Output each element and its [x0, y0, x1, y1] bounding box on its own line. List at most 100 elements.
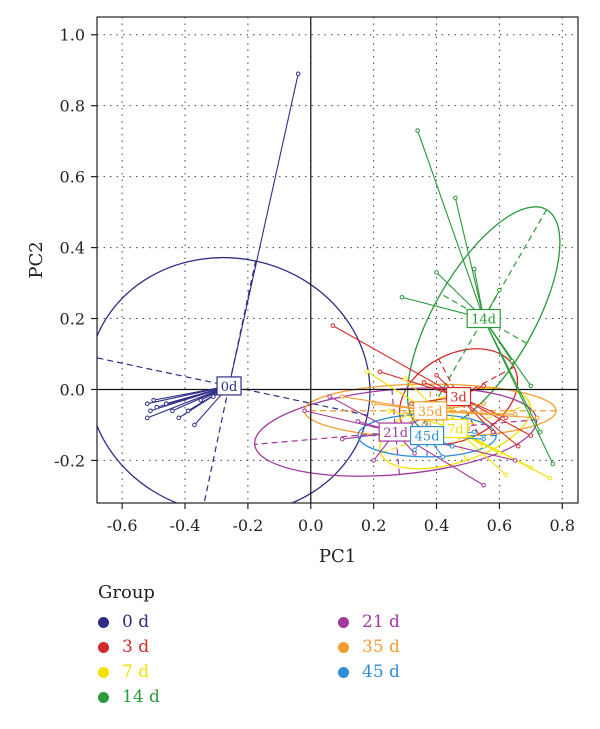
svg-text:35d: 35d: [418, 405, 443, 420]
group-label-layer: 0d 3d 7d 14d 21d 35d 45d: [216, 308, 501, 446]
ray-35d-6: [430, 410, 538, 419]
point-0d-11: [151, 397, 156, 403]
axis-line-layer: [97, 17, 578, 503]
point-21d-2: [339, 436, 345, 442]
point-45d-2: [449, 443, 455, 449]
minor-axis-14d: [440, 293, 527, 344]
point-0d-2: [148, 408, 153, 414]
svg-text:3d: 3d: [450, 391, 467, 406]
point-45d-6: [412, 447, 417, 453]
point-7d-6: [503, 472, 508, 477]
legend: Group 0 d 3 d 7 d 14 d 21 d 35 d 45 d: [98, 582, 518, 722]
group-label-7d: 7d: [442, 418, 468, 439]
pca-biplot-chart: 0d 3d 7d 14d 21d 35d 45d -0.6 -0.4 -0.2 0.0 0.2 0.4…: [26, 16, 579, 567]
legend-label-0d: 0 d: [122, 612, 150, 632]
legend-item-21d: 21 d: [338, 612, 400, 632]
legend-label-45d: 45 d: [362, 662, 400, 682]
point-3d-9: [434, 372, 439, 378]
x-tick-label-6: 0.6: [487, 516, 512, 535]
group-label-3d: 3d: [445, 386, 472, 407]
point-35d-4: [481, 401, 486, 406]
legend-item-3d: 3 d: [98, 637, 149, 657]
svg-text:21d: 21d: [383, 426, 408, 441]
ray-14d-0: [417, 130, 485, 319]
legend-label-21d: 21 d: [362, 612, 400, 632]
point-45d-7: [440, 454, 446, 460]
point-14d-2: [399, 294, 405, 300]
point-0d-8: [192, 422, 197, 428]
point-3d-5: [515, 443, 521, 449]
x-tick-label-7: 0.8: [550, 516, 575, 535]
legend-marker-7d: [98, 666, 109, 678]
svg-text:45d: 45d: [415, 430, 440, 445]
major-axis-7d: [380, 403, 531, 454]
point-0d-12: [211, 394, 216, 399]
point-14d-9: [497, 287, 502, 293]
point-21d-1: [302, 408, 307, 414]
ray-layer: [145, 71, 556, 488]
legend-marker-0d: [98, 616, 109, 628]
point-0d-3: [154, 404, 160, 410]
point-14d-8: [471, 266, 477, 272]
ray-0d-0: [228, 73, 299, 387]
y-tick-label-3: 0.4: [60, 239, 85, 258]
y-tick-label-4: 0.6: [60, 168, 85, 187]
legend-item-14d: 14 d: [98, 687, 160, 707]
point-0d-7: [185, 408, 191, 414]
x-axis-title: PC1: [319, 546, 356, 567]
point-3d-2: [421, 380, 427, 385]
legend-label-35d: 35 d: [362, 637, 400, 657]
y-axis-title: PC2: [26, 241, 47, 278]
legend-item-45d: 45 d: [338, 662, 400, 682]
point-14d-7: [509, 358, 515, 364]
legend-marker-14d: [98, 691, 109, 703]
tick-layer: -0.6 -0.4 -0.2 0.0 0.2 0.4 0.6 0.8 -0.2 0.0 0.2 0.4…: [54, 26, 575, 535]
point-0d-0: [295, 71, 301, 77]
point-3d-8: [409, 401, 414, 406]
x-tick-label-3: 0.0: [298, 516, 323, 535]
point-3d-0: [330, 323, 336, 328]
point-14d-3: [434, 270, 439, 275]
legend-item-0d: 0 d: [98, 612, 149, 632]
legend-item-7d: 7 d: [98, 662, 149, 682]
x-tick-label-0: -0.6: [107, 516, 138, 535]
legend-marker-35d: [338, 641, 349, 653]
x-tick-label-1: -0.4: [170, 516, 201, 535]
y-tick-label-0: -0.2: [54, 451, 85, 470]
point-14d-6: [550, 461, 556, 467]
point-35d-0: [339, 394, 345, 399]
point-21d-6: [481, 482, 486, 488]
legend-title: Group: [98, 582, 155, 603]
y-tick-label-5: 0.8: [60, 97, 85, 116]
point-35d-2: [402, 412, 408, 417]
ray-7d-5: [455, 428, 550, 479]
ray-14d-1: [454, 197, 485, 319]
point-7d-1: [402, 376, 408, 382]
svg-text:14d: 14d: [471, 313, 496, 328]
point-14d-4: [528, 383, 534, 389]
group-label-14d: 14d: [466, 308, 501, 329]
point-0d-6: [176, 415, 182, 421]
group-label-0d: 0d: [216, 376, 242, 396]
ray-14d-6: [483, 318, 554, 465]
point-35d-6: [534, 415, 540, 421]
point-0d-9: [198, 397, 204, 403]
minor-axis-0d: [203, 260, 257, 503]
legend-marker-21d: [338, 616, 349, 628]
y-tick-label-6: 1.0: [60, 26, 85, 45]
legend-marker-45d: [338, 666, 349, 678]
point-14d-5: [537, 429, 543, 435]
point-7d-7: [481, 443, 486, 449]
point-3d-6: [528, 433, 534, 438]
point-0d-4: [163, 401, 169, 406]
y-tick-label-2: 0.2: [60, 310, 85, 329]
point-21d-9: [355, 419, 361, 424]
point-35d-5: [512, 412, 518, 417]
point-14d-1: [453, 195, 458, 201]
x-tick-label-2: -0.2: [232, 516, 263, 535]
legend-label-3d: 3 d: [122, 637, 150, 657]
legend-label-7d: 7 d: [122, 662, 150, 682]
ray-3d-0: [332, 325, 459, 398]
point-3d-4: [503, 415, 508, 421]
svg-text:0d: 0d: [221, 380, 238, 395]
